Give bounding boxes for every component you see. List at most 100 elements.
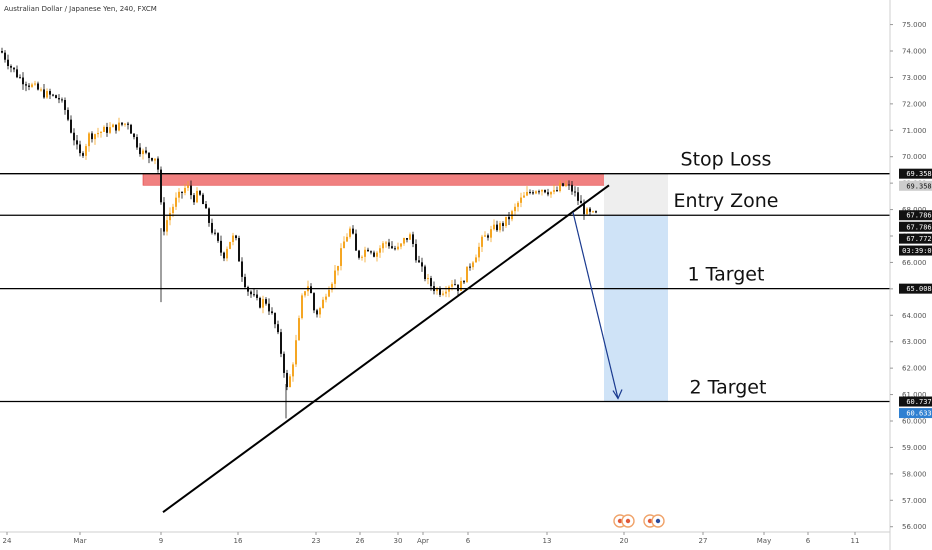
candle xyxy=(400,242,402,250)
candle xyxy=(340,243,342,271)
price-tag-text: 67.786 xyxy=(906,223,931,231)
candle-body xyxy=(25,84,27,86)
candle xyxy=(136,134,138,150)
y-tick-label: 74.000 xyxy=(902,48,927,56)
candle-body xyxy=(577,192,579,201)
candle-body xyxy=(562,183,564,186)
event-icons[interactable] xyxy=(613,514,665,528)
candle xyxy=(529,189,531,195)
candle-body xyxy=(91,133,93,140)
y-tick-label: 64.000 xyxy=(902,312,927,320)
candle-body xyxy=(556,190,558,192)
candle xyxy=(421,257,423,272)
price-tag: 69.358 xyxy=(899,180,932,191)
candle xyxy=(199,189,201,196)
price-axis[interactable]: 75.00074.00073.00072.00071.00070.00069.0… xyxy=(889,0,927,550)
candle xyxy=(124,123,126,127)
candle-body xyxy=(64,100,66,110)
candle-body xyxy=(463,281,465,283)
candle-body xyxy=(454,284,456,286)
candle-body xyxy=(538,191,540,193)
candle-body xyxy=(136,137,138,148)
candle-body xyxy=(487,235,489,238)
candle xyxy=(406,238,408,243)
candle-body xyxy=(559,183,561,192)
price-tag: 67.786 xyxy=(899,221,932,232)
candle-body xyxy=(298,318,300,341)
candle xyxy=(178,188,180,203)
price-tag: 67.786 xyxy=(899,210,932,221)
candle-body xyxy=(394,248,396,250)
candle xyxy=(220,235,222,256)
candle xyxy=(106,122,108,137)
candle xyxy=(469,263,471,271)
risk-zone xyxy=(604,173,668,216)
candle-body xyxy=(466,266,468,283)
candle xyxy=(265,297,267,306)
candle-body xyxy=(175,197,177,207)
y-tick-label: 56.000 xyxy=(902,523,927,531)
candle-body xyxy=(196,190,198,203)
candle-body xyxy=(157,158,159,170)
candle-body xyxy=(274,313,276,325)
candle-body xyxy=(79,144,81,154)
candle xyxy=(295,334,297,368)
candle-body xyxy=(457,284,459,291)
au-flag-event-icon[interactable] xyxy=(651,514,665,528)
candle-body xyxy=(259,297,261,308)
candle-body xyxy=(13,67,15,70)
level-label: Stop Loss xyxy=(681,149,772,171)
price-tag-bg xyxy=(899,283,932,294)
y-tick-label: 75.000 xyxy=(902,21,927,29)
candle xyxy=(580,195,582,204)
candle xyxy=(556,186,558,192)
candle-body xyxy=(37,83,39,90)
candle xyxy=(454,279,456,286)
candle-body xyxy=(211,222,213,233)
candle xyxy=(487,233,489,241)
candle-body xyxy=(199,190,201,195)
candle-body xyxy=(403,238,405,244)
price-tag-bg xyxy=(899,210,932,221)
candle xyxy=(226,246,228,262)
y-tick-label: 58.000 xyxy=(902,470,927,478)
candle-body xyxy=(49,91,51,95)
candle xyxy=(13,67,15,73)
time-axis[interactable]: 24 Mar 9 16 23 26 30 Apr 6 13 20 27 May 6 11 xyxy=(0,531,890,545)
candle-body xyxy=(178,191,180,198)
x-tick-label: May xyxy=(757,537,771,545)
candle-body xyxy=(22,77,24,85)
candle-body xyxy=(490,229,492,238)
candle-body xyxy=(595,211,597,213)
candle xyxy=(34,80,36,86)
candle-body xyxy=(292,364,294,377)
candle xyxy=(301,293,303,320)
candles xyxy=(1,47,597,419)
candle xyxy=(331,282,333,293)
candle-body xyxy=(391,246,393,249)
candle-body xyxy=(397,246,399,250)
candle xyxy=(97,127,99,138)
candle-body xyxy=(268,303,270,312)
candle-body xyxy=(415,243,417,261)
price-tag-text: 03:39:08 xyxy=(902,247,932,255)
candle-body xyxy=(16,69,18,78)
candle xyxy=(232,232,234,246)
candle-body xyxy=(223,252,225,259)
candle-body xyxy=(286,372,288,388)
price-tag-text: 60.737 xyxy=(906,398,931,406)
candle xyxy=(349,226,351,239)
candle xyxy=(100,131,102,138)
candle-body xyxy=(580,200,582,204)
candle xyxy=(112,123,114,128)
candle-body xyxy=(46,91,48,98)
flag-event-2-icon[interactable] xyxy=(621,514,635,528)
candle-body xyxy=(163,202,165,232)
candle xyxy=(49,88,51,100)
price-tag: 60.633 xyxy=(899,408,932,419)
candle xyxy=(385,241,387,248)
candle xyxy=(280,328,282,358)
stop-loss-zone xyxy=(142,173,610,186)
